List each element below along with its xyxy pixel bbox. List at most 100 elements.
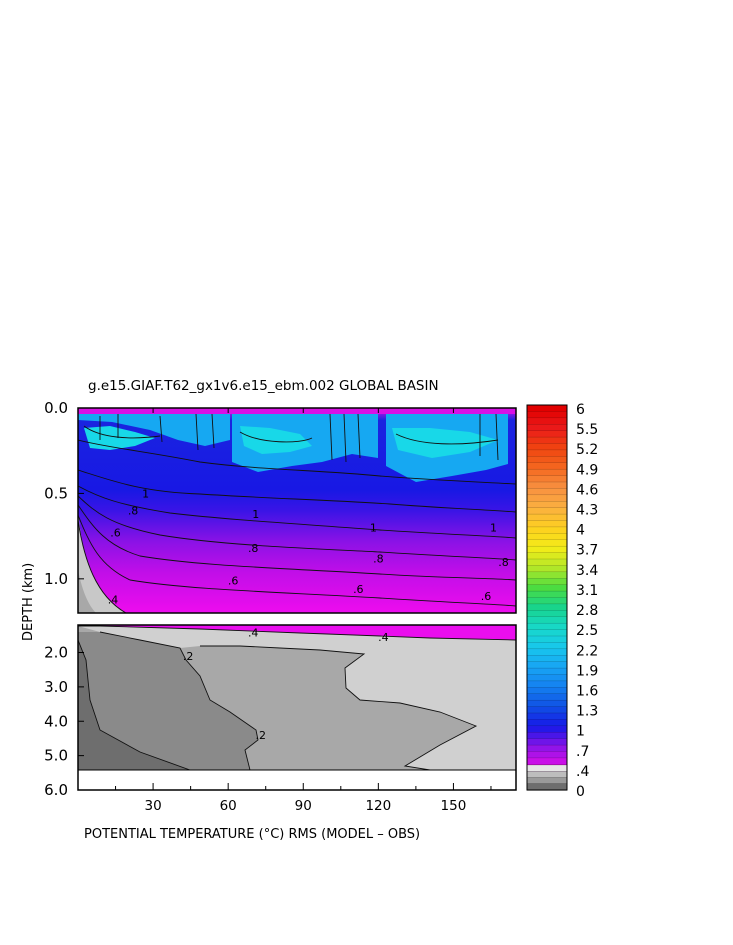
- colorbar-band: [526, 462, 568, 470]
- upper-cyan-core-right: [392, 428, 498, 458]
- contour-line: [78, 439, 516, 485]
- chart-title: g.e15.GIAF.T62_gx1v6.e15_ebm.002 GLOBAL …: [88, 378, 439, 394]
- colorbar-band: [526, 693, 568, 701]
- x-tick-label: 30: [144, 798, 161, 814]
- contour-label: .8: [128, 505, 139, 518]
- colorbar-frame: [526, 404, 568, 791]
- upper-contours: [78, 413, 516, 613]
- colorbar-label: 4.3: [576, 503, 598, 519]
- colorbar-band: [526, 513, 568, 522]
- colorbar-label: 1: [576, 724, 585, 740]
- colorbar-band: [526, 494, 568, 502]
- x-tick-label: 150: [441, 798, 467, 814]
- y-tick-label: 0.5: [44, 484, 68, 502]
- y-tick-label: 6.0: [44, 781, 68, 799]
- colorbar-band: [526, 674, 568, 682]
- y-axis-label: DEPTH (km): [21, 563, 36, 641]
- x-tick-label: 120: [365, 798, 391, 814]
- contour-label: .6: [228, 575, 239, 588]
- contour-line: [83, 425, 161, 439]
- upper-cyan-core-left: [84, 426, 155, 450]
- y-tick-label: 2.0: [44, 644, 68, 662]
- contour-line: [78, 485, 516, 539]
- colorbar-label: 5.2: [576, 442, 598, 458]
- colorbar-band: [526, 565, 568, 573]
- colorbar-band: [526, 578, 568, 586]
- colorbar-band: [526, 411, 568, 419]
- y-axis-upper: 0.0 0.5 1.0: [44, 399, 84, 588]
- contour-label: .4: [378, 631, 389, 644]
- colorbar: [526, 404, 568, 791]
- contour-line: [239, 431, 313, 443]
- contour-line: [78, 504, 516, 581]
- contour-line: [78, 639, 191, 770]
- y-tick-label: 1.0: [44, 570, 68, 588]
- upper-left-wedge-light: [78, 510, 126, 613]
- colorbar-band: [526, 616, 568, 624]
- colorbar-band: [526, 655, 568, 663]
- y-tick-label: 3.0: [44, 678, 68, 696]
- y-tick-label: 4.0: [44, 712, 68, 730]
- colorbar-band: [526, 706, 568, 714]
- contour-label: 1: [252, 508, 259, 521]
- colorbar-band: [526, 712, 568, 721]
- contour-line: [200, 645, 478, 770]
- colorbar-band: [526, 443, 568, 451]
- contour-labels: .8.6.41.8.61.8.61.8.61.4.4.2.2: [108, 487, 509, 742]
- colorbar-label: 4.6: [576, 482, 598, 498]
- colorbar-band: [526, 501, 568, 509]
- y-axis-lower: 2.0 3.0 4.0 5.0 6.0: [44, 644, 84, 799]
- colorbar-band: [526, 661, 568, 669]
- contour-line: [78, 469, 516, 513]
- colorbar-band: [526, 680, 568, 689]
- contour-label: 1: [490, 522, 497, 535]
- colorbar-label: .4: [576, 764, 589, 780]
- x-axis: 30 60 90 120 150: [115, 408, 492, 814]
- colorbar-band: [526, 545, 568, 554]
- colorbar-band: [526, 667, 568, 676]
- lower-panel: [78, 625, 516, 790]
- colorbar-band: [526, 468, 568, 477]
- contour-line: [395, 433, 499, 445]
- colorbar-band: [526, 642, 568, 650]
- colorbar-band: [526, 475, 568, 483]
- lower-light-region: [78, 626, 516, 770]
- colorbar-band: [526, 629, 568, 637]
- colorbar-band: [526, 757, 568, 766]
- colorbar-band: [526, 520, 568, 528]
- colorbar-band: [526, 699, 568, 708]
- lower-bottom-mask: [78, 770, 516, 790]
- y-tick-label: 0.0: [44, 399, 68, 417]
- colorbar-band: [526, 488, 568, 496]
- colorbar-band: [526, 552, 568, 560]
- colorbar-label: 1.3: [576, 704, 598, 720]
- colorbar-band: [526, 424, 568, 432]
- colorbar-label: 3.4: [576, 563, 598, 579]
- contour-line: [99, 631, 259, 770]
- colorbar-band: [526, 777, 568, 784]
- colorbar-band: [526, 603, 568, 612]
- upper-cyan-core-mid: [240, 426, 312, 454]
- colorbar-band: [526, 449, 568, 458]
- upper-left-wedge-dark: [78, 570, 96, 613]
- contour-label: .6: [481, 590, 492, 603]
- colorbar-label: 4.9: [576, 462, 598, 478]
- colorbar-band: [526, 771, 568, 778]
- colorbar-band: [526, 744, 568, 753]
- upper-panel: [78, 408, 516, 613]
- lower-contours: [78, 625, 516, 770]
- upper-cyan-band-left: [78, 412, 230, 446]
- colorbar-band: [526, 430, 568, 438]
- upper-surface-layer: [78, 408, 516, 414]
- colorbar-band: [526, 481, 568, 490]
- colorbar-band: [526, 719, 568, 727]
- contour-label: .6: [353, 583, 364, 596]
- colorbar-band: [526, 539, 568, 547]
- contour-label: .8: [248, 542, 259, 555]
- colorbar-label: 3.7: [576, 543, 598, 559]
- colorbar-band: [526, 725, 568, 733]
- colorbar-band: [526, 783, 568, 791]
- colorbar-label: 4: [576, 523, 585, 539]
- colorbar-band: [526, 533, 568, 541]
